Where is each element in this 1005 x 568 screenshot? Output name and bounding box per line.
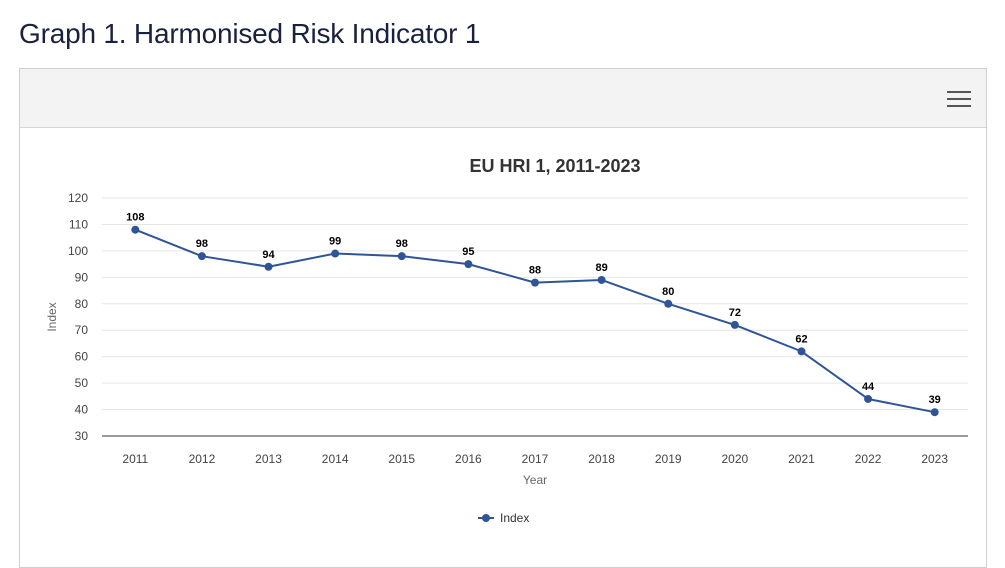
- legend-label[interactable]: Index: [500, 511, 529, 525]
- data-point[interactable]: [131, 225, 140, 234]
- y-tick-label: 100: [68, 244, 88, 258]
- x-tick-label: 2022: [855, 452, 882, 466]
- data-point[interactable]: [464, 260, 473, 269]
- x-tick-label: 2021: [788, 452, 815, 466]
- data-label: 88: [529, 265, 541, 277]
- y-axis-title: Index: [45, 302, 59, 331]
- data-label: 44: [862, 381, 875, 393]
- x-tick-label: 2014: [322, 452, 349, 466]
- hamburger-menu-icon[interactable]: [946, 86, 972, 110]
- data-point[interactable]: [797, 347, 806, 356]
- chart-container: EU HRI 1, 2011-2023 30 40 50 60 70 80 90 100 110 1…: [19, 68, 987, 568]
- data-point[interactable]: [730, 320, 739, 329]
- data-point[interactable]: [197, 252, 206, 261]
- data-point[interactable]: [331, 249, 340, 258]
- y-tick-label: 60: [75, 350, 89, 364]
- data-label: 99: [329, 236, 341, 248]
- x-tick-label: 2018: [588, 452, 615, 466]
- chart-title: EU HRI 1, 2011-2023: [469, 156, 640, 176]
- data-label: 80: [662, 286, 674, 298]
- chart-toolbar: [20, 69, 986, 128]
- y-tick-label: 40: [75, 403, 89, 417]
- y-tick-label: 70: [75, 323, 89, 337]
- x-tick-label: 2016: [455, 452, 482, 466]
- x-tick-label: 2013: [255, 452, 282, 466]
- data-label: 95: [462, 246, 474, 258]
- data-label: 89: [595, 262, 607, 274]
- data-point[interactable]: [264, 262, 273, 271]
- x-tick-label: 2017: [522, 452, 549, 466]
- data-label: 98: [196, 238, 208, 250]
- x-tick-label: 2015: [388, 452, 415, 466]
- x-axis-title: Year: [523, 473, 547, 487]
- data-point[interactable]: [664, 299, 673, 308]
- y-tick-label: 30: [75, 429, 89, 443]
- y-tick-label: 50: [75, 376, 89, 390]
- data-point[interactable]: [864, 394, 873, 403]
- data-label: 94: [262, 249, 275, 261]
- x-tick-label: 2020: [721, 452, 748, 466]
- x-tick-label: 2011: [122, 452, 148, 466]
- data-point[interactable]: [930, 408, 939, 417]
- series-line: [134, 228, 935, 414]
- data-point[interactable]: [531, 278, 539, 287]
- data-label: 72: [729, 307, 741, 319]
- data-point[interactable]: [597, 275, 606, 284]
- x-tick-label: 2023: [921, 452, 948, 466]
- x-tick-label: 2019: [655, 452, 682, 466]
- y-tick-label: 90: [75, 270, 89, 284]
- data-label: 39: [929, 394, 941, 406]
- data-label: 108: [126, 212, 144, 224]
- y-tick-label: 80: [75, 297, 89, 311]
- x-tick-label: 2012: [189, 452, 216, 466]
- data-point[interactable]: [397, 252, 406, 261]
- y-tick-label: 120: [68, 191, 88, 205]
- y-tick-label: 110: [69, 217, 88, 231]
- data-label: 62: [795, 333, 807, 345]
- data-label: 98: [396, 238, 408, 250]
- page-title: Graph 1. Harmonised Risk Indicator 1: [19, 18, 481, 49]
- line-chart: EU HRI 1, 2011-2023 30 40 50 60 70 80 90 100 110 1…: [45, 156, 968, 525]
- legend-marker-icon[interactable]: [482, 514, 490, 522]
